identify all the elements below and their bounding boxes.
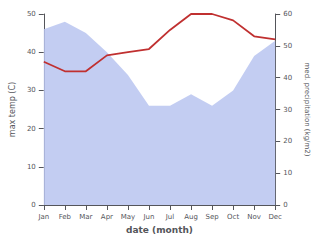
svg-text:Nov: Nov: [247, 213, 261, 221]
svg-text:date (month): date (month): [126, 225, 193, 235]
svg-text:40: 40: [27, 48, 36, 56]
svg-text:max temp (C): max temp (C): [8, 82, 17, 137]
svg-text:Sep: Sep: [205, 213, 219, 221]
svg-text:Apr: Apr: [101, 213, 113, 221]
svg-text:Feb: Feb: [59, 213, 72, 221]
svg-text:Jun: Jun: [143, 213, 155, 221]
svg-text:40: 40: [283, 74, 292, 82]
svg-text:20: 20: [27, 125, 36, 133]
svg-text:Aug: Aug: [184, 213, 198, 221]
svg-text:Jan: Jan: [37, 213, 49, 221]
svg-text:Mar: Mar: [79, 213, 92, 221]
svg-text:med. precipitation (kg/m2): med. precipitation (kg/m2): [303, 63, 311, 157]
svg-text:50: 50: [27, 10, 36, 18]
svg-text:30: 30: [283, 106, 292, 114]
svg-text:Dec: Dec: [268, 213, 282, 221]
svg-text:50: 50: [283, 42, 292, 50]
svg-text:10: 10: [283, 169, 292, 177]
svg-text:10: 10: [27, 163, 36, 171]
svg-text:20: 20: [283, 137, 292, 145]
svg-text:May: May: [121, 213, 135, 221]
svg-text:Jul: Jul: [165, 213, 175, 221]
svg-text:Oct: Oct: [227, 213, 239, 221]
svg-text:30: 30: [27, 86, 36, 94]
svg-text:0: 0: [31, 201, 35, 209]
svg-text:0: 0: [283, 201, 287, 209]
svg-text:60: 60: [283, 10, 292, 18]
